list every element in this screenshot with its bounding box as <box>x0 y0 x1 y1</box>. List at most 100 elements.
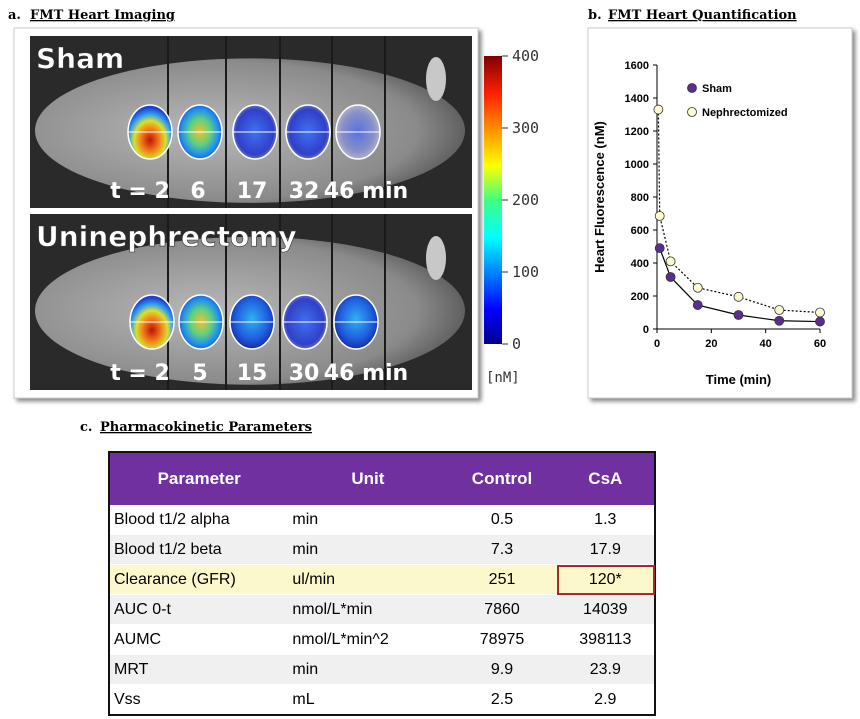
time-label: t = 2 <box>110 179 170 204</box>
panel-label: b. <box>588 8 602 23</box>
colorbar-tick-label: 100 <box>512 263 539 281</box>
time-label: 17 <box>237 179 268 204</box>
data-point <box>815 316 825 327</box>
table-cell: min <box>288 534 448 565</box>
table-cell: nmol/L*min <box>288 594 448 625</box>
y-tick-label: 1600 <box>625 60 649 72</box>
column-header: Control <box>447 452 557 505</box>
table-cell: MRT <box>109 654 289 685</box>
table-cell: 23.9 <box>556 654 655 685</box>
colorbar <box>484 56 502 344</box>
x-tick-label: 60 <box>814 338 826 350</box>
x-tick-label: 40 <box>760 338 772 350</box>
table-cell: ul/min <box>288 564 448 595</box>
time-label: 6 <box>190 179 205 204</box>
data-point <box>654 243 665 254</box>
x-axis-title: Time (min) <box>706 372 772 387</box>
colorbar-tick-label: 200 <box>512 191 539 209</box>
series-line <box>659 247 821 323</box>
table-cell: min <box>288 654 448 685</box>
data-point <box>653 104 664 115</box>
table-cell: 120* <box>556 564 655 595</box>
panel-title: Pharmacokinetic Parameters <box>100 420 312 435</box>
data-point <box>774 315 785 326</box>
colorbar-tick-label: 0 <box>512 335 521 353</box>
data-point <box>815 307 825 318</box>
mouse-paw <box>426 236 446 280</box>
table-cell: min <box>288 505 448 535</box>
panel-frame <box>587 27 853 399</box>
table-cell: Clearance (GFR) <box>109 564 289 595</box>
table-cell: 2.5 <box>447 684 557 716</box>
time-label: 46 min <box>324 179 408 204</box>
table-cell: Blood t1/2 beta <box>109 534 289 565</box>
table-cell: 251 <box>447 564 557 595</box>
parameter-table: Parameter Unit Control CsA Blood t1/2 alpha m… <box>108 451 656 716</box>
table-row: Blood t1/2 alpha min 0.5 1.3 <box>109 505 655 535</box>
data-point <box>665 256 676 267</box>
column-header: Unit <box>288 452 448 505</box>
time-label: 46 min <box>324 361 408 386</box>
y-tick-label: 0 <box>643 324 649 336</box>
row-label: Sham <box>36 42 124 75</box>
panel-label: a. <box>8 8 21 23</box>
table-cell: 17.9 <box>556 534 655 565</box>
data-point <box>733 291 744 302</box>
table-row: AUC 0-t nmol/L*min 7860 14039 <box>109 594 655 625</box>
time-label: 5 <box>192 361 207 386</box>
y-axis-title: Heart Fluorescence (nM) <box>592 121 607 273</box>
y-tick-label: 200 <box>631 291 649 303</box>
colorbar-tick-label: 400 <box>512 47 539 65</box>
table-row: Clearance (GFR) ul/min 251 120* <box>109 564 655 595</box>
data-point <box>692 300 703 310</box>
y-tick-label: 1000 <box>625 159 649 171</box>
table-cell: 7860 <box>447 594 557 625</box>
x-tick-label: 0 <box>654 338 660 350</box>
table-row: AUMC nmol/L*min^2 78975 398113 <box>109 624 655 655</box>
y-tick-label: 1200 <box>625 126 649 138</box>
panel-label: c. <box>80 420 92 435</box>
x-tick-label: 20 <box>705 338 717 350</box>
data-point <box>665 272 676 282</box>
table-cell: mL <box>288 684 448 716</box>
table-cell: nmol/L*min^2 <box>288 624 448 655</box>
table-cell: 398113 <box>556 624 655 655</box>
y-tick-label: 400 <box>631 258 649 270</box>
data-point <box>692 282 703 293</box>
table-cell: 78975 <box>447 624 557 655</box>
table-cell: 9.9 <box>447 654 557 685</box>
table-cell: 7.3 <box>447 534 557 565</box>
chart: 0 200 400 600 800 1000 1200 1400 1600 0 20 40 60 Time… <box>592 60 826 387</box>
y-tick-label: 600 <box>631 225 649 237</box>
row-label: Uninephrectomy <box>36 220 297 253</box>
y-tick-label: 1400 <box>625 93 649 105</box>
header-row: Parameter Unit Control CsA <box>109 452 655 505</box>
table-cell: 2.9 <box>556 684 655 716</box>
table-row: MRT min 9.9 23.9 <box>109 654 655 685</box>
panel-title: FMT Heart Quantification <box>608 8 797 23</box>
panel-title: FMT Heart Imaging <box>30 8 175 23</box>
time-label: 30 <box>289 361 320 386</box>
legend-marker <box>687 107 697 117</box>
colorbar-unit: [nM] <box>486 370 520 386</box>
table-cell: Vss <box>109 684 289 716</box>
table-cell: 1.3 <box>556 505 655 535</box>
table-row: Vss mL 2.5 2.9 <box>109 684 655 716</box>
data-point <box>774 305 785 315</box>
data-point <box>733 310 744 320</box>
legend-label: Sham <box>702 83 732 95</box>
table-cell: 14039 <box>556 594 655 625</box>
y-tick-label: 800 <box>631 192 649 204</box>
column-header: CsA <box>556 452 655 505</box>
colorbar-tick-label: 300 <box>512 119 539 137</box>
time-label: 15 <box>237 361 268 386</box>
table-cell: Blood t1/2 alpha <box>109 505 289 535</box>
legend-label: Nephrectomized <box>702 107 788 119</box>
time-label: 32 <box>289 179 320 204</box>
data-point <box>654 211 665 221</box>
table-cell: AUC 0-t <box>109 594 289 625</box>
legend-marker <box>687 83 697 93</box>
